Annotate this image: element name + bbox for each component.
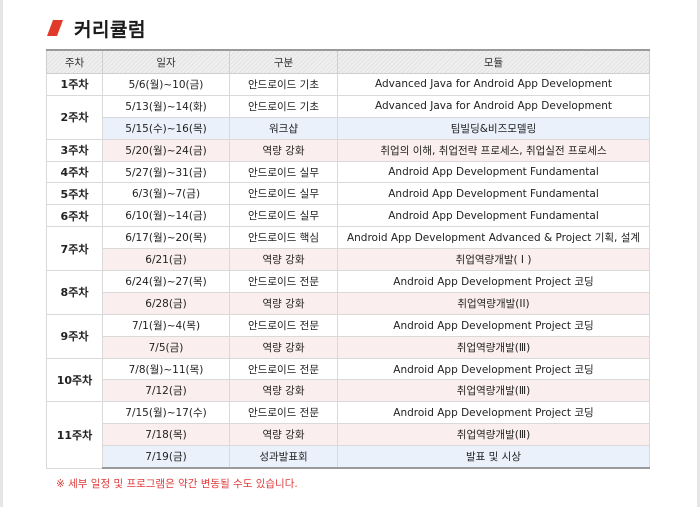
date-cell: 6/21(금) bbox=[102, 248, 230, 272]
right-border bbox=[697, 0, 700, 507]
date-cell: 7/12(금) bbox=[102, 379, 230, 403]
category-cell: 안드로이드 기초 bbox=[229, 94, 338, 118]
date-cell: 6/28(금) bbox=[102, 291, 230, 315]
category-cell: 안드로이드 전문 bbox=[229, 401, 338, 425]
category-cell: 안드로이드 실무 bbox=[229, 204, 338, 228]
table-row: 3주차 5/20(월)~24(금) 역량 강화 취업의 이해, 취업전략 프로세스, … bbox=[46, 138, 650, 162]
date-cell: 7/5(금) bbox=[102, 335, 230, 359]
category-cell: 안드로이드 실무 bbox=[229, 160, 338, 184]
date-cell: 7/18(목) bbox=[102, 423, 230, 447]
column-header-module: 모듈 bbox=[337, 49, 650, 74]
date-cell: 7/1(월)~4(목) bbox=[102, 313, 230, 337]
date-cell: 6/24(월)~27(목) bbox=[102, 270, 230, 293]
category-cell: 역량 강화 bbox=[229, 379, 338, 403]
category-cell: 안드로이드 기초 bbox=[229, 73, 338, 96]
date-cell: 5/20(월)~24(금) bbox=[102, 138, 230, 162]
module-cell: Android App Development Project 코딩 bbox=[337, 357, 650, 381]
category-cell: 역량 강화 bbox=[229, 423, 338, 447]
left-border bbox=[0, 0, 3, 507]
week-cell: 10주차 bbox=[46, 357, 103, 403]
table-row: 4주차 5/27(월)~31(금) 안드로이드 실무 Android App Deve… bbox=[46, 160, 650, 184]
table-row: 9주차 7/1(월)~4(목) 안드로이드 전문 Android App Develo… bbox=[46, 313, 650, 359]
week-cell: 7주차 bbox=[46, 226, 103, 272]
module-cell: Advanced Java for Android App Developmen… bbox=[337, 94, 650, 118]
module-cell: 취업의 이해, 취업전략 프로세스, 취업실전 프로세스 bbox=[337, 138, 650, 162]
category-cell: 안드로이드 전문 bbox=[229, 313, 338, 337]
module-cell: Advanced Java for Android App Developmen… bbox=[337, 73, 650, 96]
module-cell: 취업역량개발(Ⅲ) bbox=[337, 379, 650, 403]
module-cell: 취업역량개발(II) bbox=[337, 291, 650, 315]
category-cell: 역량 강화 bbox=[229, 248, 338, 272]
table-row: 6/21(금) 역량 강화 취업역량개발( I ) bbox=[47, 248, 650, 272]
module-cell: Android App Development Fundamental bbox=[337, 160, 650, 184]
table-row: 6/28(금) 역량 강화 취업역량개발(II) bbox=[47, 291, 650, 315]
date-cell: 5/6(월)~10(금) bbox=[102, 73, 230, 96]
table-row: 7/5(금) 역량 강화 취업역량개발(Ⅲ) bbox=[47, 335, 650, 359]
table-row: 5주차 6/3(월)~7(금) 안드로이드 실무 Android App Develo… bbox=[46, 182, 650, 206]
week-cell: 1주차 bbox=[46, 73, 103, 96]
module-cell: 취업역량개발(Ⅲ) bbox=[337, 423, 650, 447]
curriculum-table: 주차 일자 구분 모듈 1주차 5/6(월)~10(금) 안드로이드 기초 Advan… bbox=[46, 49, 650, 470]
table-row: 8주차 6/24(월)~27(목) 안드로이드 전문 Android App Deve… bbox=[46, 270, 650, 315]
date-cell: 5/13(월)~14(화) bbox=[102, 94, 230, 118]
category-cell: 안드로이드 핵심 bbox=[229, 226, 338, 250]
column-header-date: 일자 bbox=[102, 49, 230, 74]
module-cell: Android App Development Fundamental bbox=[337, 182, 650, 206]
category-cell: 안드로이드 전문 bbox=[229, 270, 338, 293]
date-cell: 5/15(수)~16(목) bbox=[102, 116, 230, 140]
module-cell: Android App Development Advanced & Proje… bbox=[337, 226, 650, 250]
module-cell: Android App Development Fundamental bbox=[337, 204, 650, 228]
category-cell: 역량 강화 bbox=[229, 335, 338, 359]
date-cell: 7/19(금) bbox=[102, 445, 230, 470]
date-cell: 6/17(월)~20(목) bbox=[102, 226, 230, 250]
table-row: 7주차 6/17(월)~20(목) 안드로이드 핵심 Android App Deve… bbox=[46, 226, 650, 272]
module-cell: 팀빌딩&비즈모델링 bbox=[337, 116, 650, 140]
table-row: 11주차 7/15(월)~17(수) 안드로이드 전문 Android App Dev… bbox=[46, 401, 650, 469]
category-cell: 안드로이드 전문 bbox=[229, 357, 338, 381]
week-cell: 5주차 bbox=[46, 182, 103, 206]
date-cell: 7/15(월)~17(수) bbox=[102, 401, 230, 425]
week-cell: 3주차 bbox=[46, 138, 103, 162]
column-header-category: 구분 bbox=[229, 49, 338, 74]
category-cell: 안드로이드 실무 bbox=[229, 182, 338, 206]
module-cell: 발표 및 시상 bbox=[337, 445, 650, 470]
week-cell: 8주차 bbox=[46, 270, 103, 315]
category-cell: 성과발표회 bbox=[229, 445, 338, 470]
category-cell: 워크샵 bbox=[229, 116, 338, 140]
table-row: 10주차 7/8(월)~11(목) 안드로이드 전문 Android App Deve… bbox=[46, 357, 650, 403]
table-body: 1주차 5/6(월)~10(금) 안드로이드 기초 Advanced Java for… bbox=[46, 73, 650, 470]
schedule-note: ※ 세부 일정 및 프로그램은 약간 변동될 수도 있습니다. bbox=[56, 478, 298, 490]
table-row: 7/19(금) 성과발표회 발표 및 시상 bbox=[47, 445, 650, 470]
module-cell: Android App Development Project 코딩 bbox=[337, 270, 650, 293]
table-row: 6주차 6/10(월)~14(금) 안드로이드 실무 Android App Deve… bbox=[46, 204, 650, 228]
date-cell: 7/8(월)~11(목) bbox=[102, 357, 230, 381]
section-heading: 커리큘럼 bbox=[46, 13, 146, 43]
category-cell: 역량 강화 bbox=[229, 138, 338, 162]
table-row: 7/12(금) 역량 강화 취업역량개발(Ⅲ) bbox=[47, 379, 650, 403]
module-cell: 취업역량개발(Ⅲ) bbox=[337, 335, 650, 359]
module-cell: Android App Development Project 코딩 bbox=[337, 401, 650, 425]
slash-marker-icon bbox=[47, 20, 63, 36]
week-cell: 9주차 bbox=[46, 313, 103, 359]
table-row: 5/15(수)~16(목) 워크샵 팀빌딩&비즈모델링 bbox=[47, 116, 650, 140]
column-header-week: 주차 bbox=[46, 49, 103, 74]
date-cell: 6/10(월)~14(금) bbox=[102, 204, 230, 228]
week-cell: 6주차 bbox=[46, 204, 103, 228]
category-cell: 역량 강화 bbox=[229, 291, 338, 315]
week-cell: 2주차 bbox=[46, 94, 103, 140]
page-title: 커리큘럼 bbox=[74, 18, 146, 41]
module-cell: Android App Development Project 코딩 bbox=[337, 313, 650, 337]
table-row: 2주차 5/13(월)~14(화) 안드로이드 기초 Advanced Java fo… bbox=[46, 94, 650, 140]
date-cell: 5/27(월)~31(금) bbox=[102, 160, 230, 184]
module-cell: 취업역량개발( I ) bbox=[337, 248, 650, 272]
date-cell: 6/3(월)~7(금) bbox=[102, 182, 230, 206]
week-cell: 4주차 bbox=[46, 160, 103, 184]
week-cell: 11주차 bbox=[46, 401, 103, 469]
table-header-row: 주차 일자 구분 모듈 bbox=[46, 49, 650, 74]
table-row: 1주차 5/6(월)~10(금) 안드로이드 기초 Advanced Java for… bbox=[46, 73, 650, 96]
table-row: 7/18(목) 역량 강화 취업역량개발(Ⅲ) bbox=[47, 423, 650, 447]
